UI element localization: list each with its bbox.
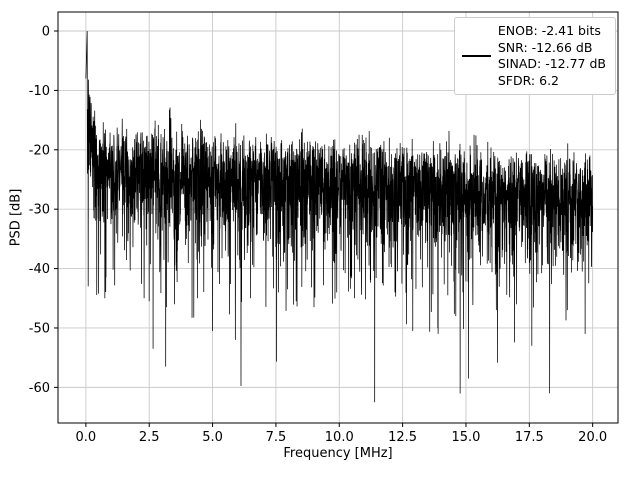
x-tick-label: 20.0 [578, 430, 607, 445]
legend-sinad: SINAD: -12.77 dB [497, 56, 606, 71]
y-tick-label: -60 [29, 381, 50, 396]
y-tick-label: -40 [29, 262, 50, 277]
legend-enob: ENOB: -2.41 bits [497, 23, 601, 38]
y-tick-label: -30 [29, 203, 50, 218]
y-axis-label: PSD [dB] [8, 188, 24, 247]
legend-snr: SNR: -12.66 dB [497, 39, 593, 55]
legend-line-sample-icon [461, 55, 491, 57]
y-tick-label: -50 [29, 321, 50, 336]
x-axis-label: Frequency [MHz] [283, 446, 393, 461]
y-tick-label: -10 [29, 84, 50, 99]
x-tick-label: 10.0 [325, 430, 354, 445]
legend-sfdr: SFDR: 6.2 [497, 72, 559, 88]
legend: ENOB: -2.41 bits SNR: -12.66 dB SINAD: -… [453, 17, 616, 95]
axis-ticks [54, 30, 594, 427]
legend-text-block: ENOB: -2.41 bits SNR: -12.66 dB SINAD: -… [498, 23, 606, 89]
x-tick-label: 2.5 [139, 430, 160, 445]
x-tick-label: 15.0 [451, 430, 480, 445]
y-tick-label: 0 [42, 25, 50, 40]
x-tick-label: 17.5 [515, 430, 544, 445]
axis-tick-labels: 0.0 2.5 5.0 7.5 10.0 12.5 15.0 17.5 20.0 0 -10 -20 -… [29, 25, 607, 445]
y-tick-label: -20 [29, 143, 50, 158]
x-tick-label: 12.5 [388, 430, 417, 445]
axes-frame [57, 11, 619, 424]
psd-noise-trace [85, 30, 594, 403]
x-tick-label: 0.0 [76, 430, 97, 445]
x-tick-label: 7.5 [266, 430, 287, 445]
x-tick-label: 5.0 [202, 430, 223, 445]
